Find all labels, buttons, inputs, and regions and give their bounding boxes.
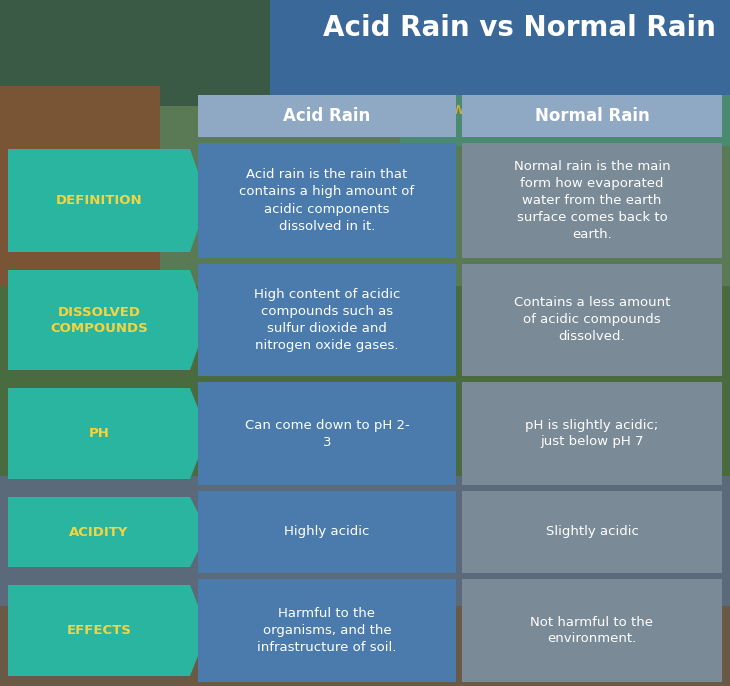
Text: More Information  Online: More Information Online	[280, 104, 444, 117]
Text: Contains a less amount
of acidic compounds
dissolved.: Contains a less amount of acidic compoun…	[514, 296, 670, 344]
FancyBboxPatch shape	[462, 95, 722, 137]
Text: High content of acidic
compounds such as
sulfur dioxide and
nitrogen oxide gases: High content of acidic compounds such as…	[254, 288, 400, 352]
FancyBboxPatch shape	[198, 382, 456, 485]
FancyBboxPatch shape	[462, 143, 722, 258]
FancyBboxPatch shape	[462, 382, 722, 485]
Text: Highly acidic: Highly acidic	[284, 525, 369, 539]
Text: Acid Rain: Acid Rain	[283, 107, 371, 125]
FancyBboxPatch shape	[0, 86, 160, 306]
Text: DEFINITION: DEFINITION	[55, 194, 142, 207]
FancyBboxPatch shape	[198, 491, 456, 573]
Text: Acid Rain vs Normal Rain: Acid Rain vs Normal Rain	[323, 14, 716, 42]
FancyBboxPatch shape	[198, 264, 456, 376]
FancyBboxPatch shape	[270, 0, 730, 95]
FancyBboxPatch shape	[0, 476, 730, 606]
FancyBboxPatch shape	[198, 95, 456, 137]
Text: Normal Rain: Normal Rain	[534, 107, 650, 125]
FancyBboxPatch shape	[462, 579, 722, 682]
FancyBboxPatch shape	[198, 579, 456, 682]
Text: Acid rain is the rain that
contains a high amount of
acidic components
dissolved: Acid rain is the rain that contains a hi…	[239, 169, 415, 233]
FancyBboxPatch shape	[0, 0, 730, 106]
Text: Not harmful to the
environment.: Not harmful to the environment.	[531, 615, 653, 646]
Text: PH: PH	[88, 427, 110, 440]
FancyBboxPatch shape	[0, 286, 730, 486]
FancyBboxPatch shape	[462, 264, 722, 376]
FancyBboxPatch shape	[400, 0, 730, 146]
FancyBboxPatch shape	[462, 491, 722, 573]
Polygon shape	[8, 388, 208, 479]
FancyBboxPatch shape	[198, 143, 456, 258]
Text: Slightly acidic: Slightly acidic	[545, 525, 639, 539]
Polygon shape	[8, 270, 208, 370]
Text: DISSOLVED
COMPOUNDS: DISSOLVED COMPOUNDS	[50, 305, 148, 335]
Text: ACIDITY: ACIDITY	[69, 525, 128, 539]
Text: Normal rain is the main
form how evaporated
water from the earth
surface comes b: Normal rain is the main form how evapora…	[514, 160, 670, 241]
Polygon shape	[8, 149, 208, 252]
Text: WWW.DIFFERENCEBETWEEN.COM: WWW.DIFFERENCEBETWEEN.COM	[425, 104, 661, 117]
Text: pH is slightly acidic;
just below pH 7: pH is slightly acidic; just below pH 7	[526, 418, 658, 449]
Text: Can come down to pH 2-
3: Can come down to pH 2- 3	[245, 418, 410, 449]
Polygon shape	[8, 497, 208, 567]
Text: Harmful to the
organisms, and the
infrastructure of soil.: Harmful to the organisms, and the infras…	[257, 607, 396, 654]
Text: EFFECTS: EFFECTS	[66, 624, 131, 637]
Polygon shape	[8, 585, 208, 676]
FancyBboxPatch shape	[0, 606, 730, 686]
